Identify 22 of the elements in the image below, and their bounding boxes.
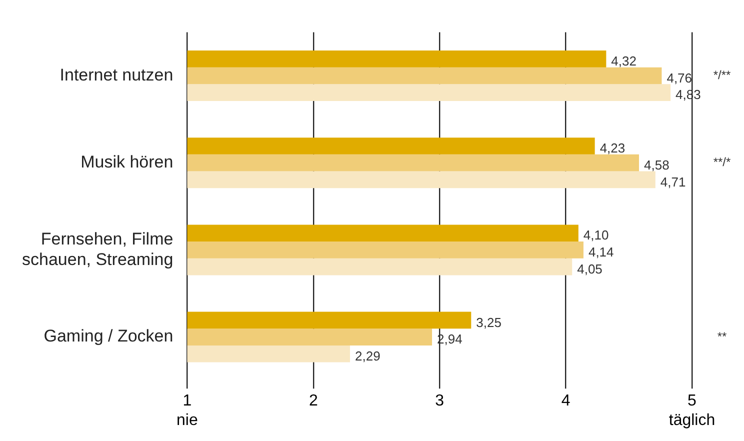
x-tick-label: 1 nie [176, 392, 198, 429]
y-tick-label: Musik hören [80, 152, 174, 172]
data-label: 4,58 [644, 157, 670, 172]
x-tick-label: 2 [308, 392, 318, 410]
data-label: 4,14 [588, 244, 614, 260]
data-label: 4,10 [583, 228, 609, 243]
x-tick-label: 4 [561, 392, 570, 410]
y-tick-label: Internet nutzen [60, 65, 174, 84]
data-label: 4,71 [660, 174, 686, 190]
data-label: 4,05 [577, 261, 602, 276]
data-label: 2,29 [354, 348, 380, 364]
data-label: 4,76 [666, 70, 692, 86]
y-tick-label: Fernsehen, Filme schauen, Streaming [22, 229, 174, 269]
data-label: 3,25 [476, 314, 502, 330]
y-tick-label: Gaming / Zocken [44, 326, 174, 346]
x-tick-label: 5 täglich [668, 392, 716, 429]
text: **/* [713, 155, 731, 170]
text: ** [717, 329, 727, 344]
data-label: 4,23 [600, 140, 626, 156]
x-tick-label: 3 [435, 392, 444, 410]
data-label: 4,32 [611, 53, 636, 68]
text: */** [713, 68, 731, 82]
